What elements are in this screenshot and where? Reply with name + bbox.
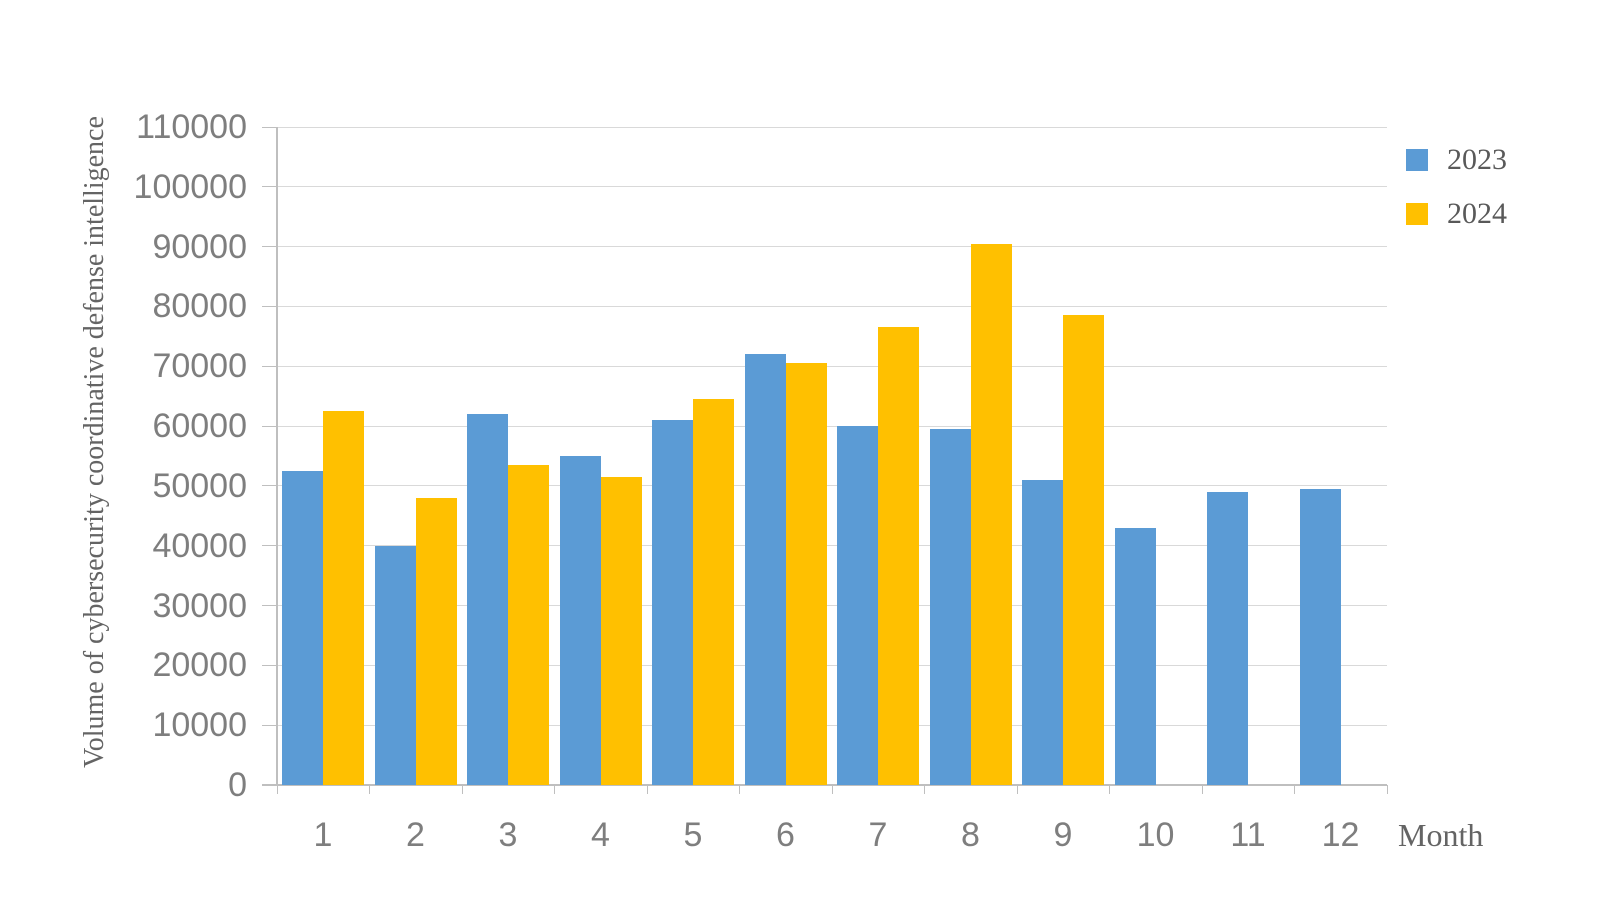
- x-axis-tick: [1016, 785, 1018, 794]
- x-axis-tick: [924, 785, 925, 794]
- x-axis-tick: [739, 785, 740, 794]
- y-axis-line: [276, 127, 278, 786]
- bar-2024-month-3: [508, 464, 550, 785]
- x-axis-title: Month: [1398, 817, 1484, 853]
- y-axis-tick: [262, 305, 277, 307]
- bar-2023-month-5: [652, 420, 694, 785]
- gridline: [277, 365, 1387, 367]
- x-tick-label: 12: [1321, 816, 1360, 854]
- y-axis-tick: [262, 365, 277, 367]
- bar-2023-month-4: [559, 456, 601, 785]
- gridline: [277, 605, 1387, 607]
- x-axis-line: [262, 784, 1387, 786]
- bar-2023-month-10: [1114, 527, 1156, 785]
- x-axis-tick: [461, 785, 463, 794]
- gridline: [277, 126, 1387, 128]
- y-axis-title: Volume of cybersecurity coordinative def…: [79, 116, 110, 768]
- y-tick-label: 90000: [152, 227, 247, 266]
- y-tick-label: 30000: [152, 586, 247, 625]
- bar-2023-month-12: [1299, 488, 1341, 785]
- x-axis-tick: [1201, 785, 1203, 794]
- x-axis-tick: [1109, 785, 1110, 794]
- bar-2024-month-8: [970, 243, 1012, 785]
- gridline: [277, 305, 1387, 307]
- y-tick-label: 10000: [152, 706, 247, 745]
- y-axis-tick: [262, 605, 277, 607]
- bar-2023-month-7: [837, 426, 879, 785]
- x-tick-label: 8: [961, 816, 980, 854]
- bar-2023-month-11: [1207, 491, 1249, 785]
- x-axis-tick: [554, 785, 555, 794]
- y-axis-tick: [262, 545, 277, 547]
- legend-item-2023: 2023: [1406, 144, 1507, 176]
- x-axis-tick: [1294, 785, 1295, 794]
- y-tick-label: 50000: [152, 466, 247, 505]
- y-tick-label: 20000: [152, 646, 247, 685]
- x-tick-label: 9: [1053, 816, 1073, 854]
- bar-2024-month-2: [415, 497, 457, 785]
- x-tick-label: 6: [776, 816, 795, 854]
- y-axis-tick: [262, 664, 277, 666]
- gridline: [277, 664, 1387, 666]
- y-axis-tick: [262, 425, 277, 427]
- bar-2023-month-9: [1022, 479, 1064, 785]
- gridline: [277, 485, 1387, 487]
- x-tick-label: 5: [683, 816, 703, 854]
- x-tick-label: 2: [406, 816, 425, 854]
- bar-2024-month-4: [600, 476, 642, 785]
- x-tick-label: 11: [1230, 816, 1266, 854]
- legend-label: 2023: [1447, 143, 1507, 176]
- y-axis-tick: [262, 485, 277, 487]
- bar-2023-month-2: [374, 545, 416, 785]
- bar-2024-month-5: [693, 399, 735, 785]
- gridline: [277, 246, 1387, 248]
- legend-swatch-2024: [1406, 203, 1428, 225]
- x-axis-tick: [369, 785, 370, 794]
- legend-swatch-2023: [1406, 149, 1428, 171]
- y-tick-label: 40000: [152, 526, 247, 565]
- y-axis-tick: [262, 186, 277, 188]
- bar-2024-month-6: [785, 363, 827, 785]
- bar-2023-month-6: [744, 354, 786, 785]
- bar-2024-month-1: [323, 411, 365, 785]
- bar-2024-month-7: [878, 327, 920, 785]
- y-tick-label: 110000: [136, 108, 247, 146]
- y-tick-label: 60000: [152, 407, 247, 446]
- legend-item-2024: 2024: [1406, 198, 1507, 230]
- bar-2023-month-1: [282, 470, 324, 785]
- x-axis-tick: [646, 785, 648, 794]
- x-axis-tick: [1386, 785, 1388, 794]
- x-axis-tick: [831, 785, 833, 794]
- bar-2024-month-9: [1063, 315, 1105, 785]
- bar-2023-month-3: [467, 414, 509, 785]
- gridline: [277, 425, 1387, 427]
- x-axis-tick: [276, 785, 278, 794]
- y-tick-label: 80000: [152, 287, 247, 326]
- x-tick-label: 7: [868, 816, 888, 854]
- y-tick-label: 100000: [133, 167, 247, 206]
- y-tick-label: 70000: [152, 347, 247, 386]
- gridline: [277, 545, 1387, 547]
- y-axis-tick: [262, 246, 277, 248]
- y-axis-tick: [262, 724, 277, 726]
- gridline: [277, 724, 1387, 726]
- gridline: [277, 186, 1387, 188]
- x-tick-label: 4: [591, 816, 610, 854]
- legend-label: 2024: [1447, 197, 1507, 230]
- x-tick-label: 10: [1136, 816, 1175, 854]
- x-tick-label: 3: [498, 816, 518, 854]
- y-tick-label: 0: [228, 766, 247, 804]
- legend: 2023 2024: [1406, 144, 1507, 252]
- bar-2023-month-8: [929, 429, 971, 785]
- x-tick-label: 1: [313, 816, 333, 854]
- y-axis-tick: [262, 126, 277, 128]
